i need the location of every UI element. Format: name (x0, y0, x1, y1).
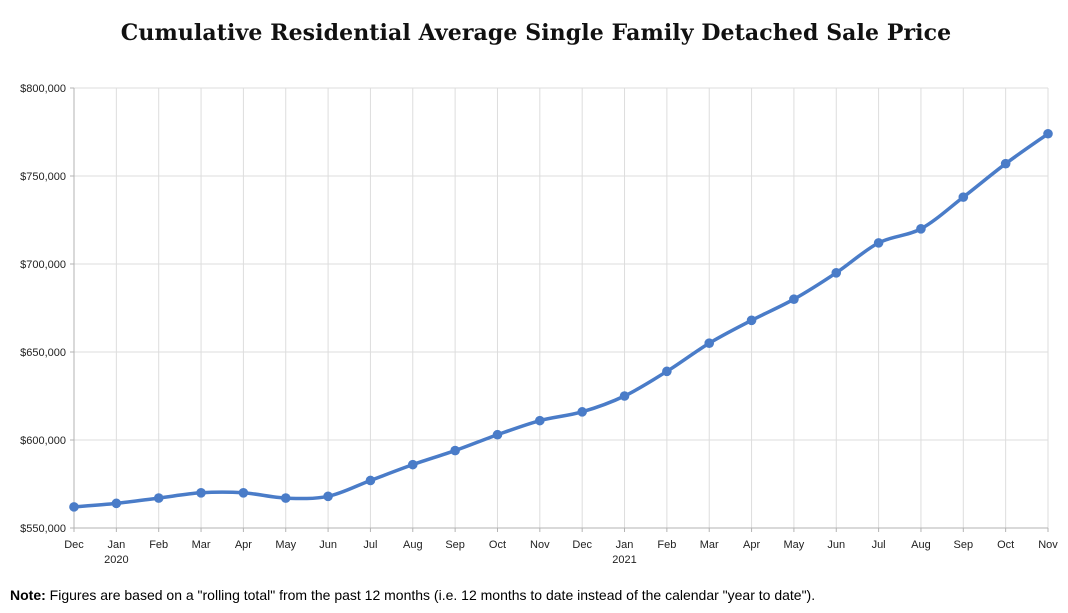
x-tick-label: Mar (192, 539, 211, 551)
data-point (111, 498, 122, 509)
data-point (153, 493, 164, 503)
x-tick-label: Oct (489, 539, 506, 551)
y-tick-label: $650,000 (20, 347, 66, 359)
x-tick-label: Jun (827, 539, 845, 551)
grid-lines (73, 87, 1049, 529)
x-tick-label: Jun (319, 539, 337, 551)
data-point (789, 294, 799, 305)
data-point (280, 493, 291, 503)
x-tick-label: Dec (64, 539, 84, 551)
x-tick-label: Mar (700, 539, 719, 551)
x-axis-ticks: Dec Jan 2020 Feb Mar Apr May Jun Jul Aug Sep Oct Nov… (64, 528, 1058, 566)
x-tick-label: Nov (1038, 539, 1058, 551)
data-point (746, 315, 757, 326)
data-point (958, 192, 969, 202)
note-label: Note: (10, 587, 46, 603)
data-point (619, 391, 630, 401)
y-tick-label: $800,000 (20, 83, 66, 95)
x-tick-label: Jan (616, 539, 634, 551)
x-tick-label: Jan (107, 539, 125, 551)
data-point (69, 502, 79, 512)
data-point (407, 459, 418, 470)
data-point (365, 475, 376, 486)
data-point (450, 445, 460, 456)
x-tick-label: Apr (743, 539, 760, 551)
x-year-label: 2021 (612, 554, 636, 566)
x-tick-label: Jul (872, 539, 886, 551)
x-year-label: 2020 (104, 554, 128, 566)
data-point (535, 415, 545, 426)
y-tick-label: $700,000 (20, 259, 66, 271)
x-tick-label: Sep (445, 539, 465, 551)
data-point (196, 488, 206, 498)
x-tick-label: Aug (911, 539, 931, 551)
axes (73, 88, 1048, 529)
chart-title: Cumulative Residential Average Single Fa… (120, 20, 952, 46)
x-tick-label: Oct (997, 539, 1014, 551)
data-point (873, 238, 884, 248)
data-point (577, 407, 587, 417)
y-axis-ticks: $550,000 $600,000 $650,000 $700,000 $750,000… (20, 83, 74, 535)
x-tick-label: Sep (954, 539, 974, 551)
x-tick-label: Feb (657, 539, 676, 551)
data-point (916, 224, 926, 234)
x-tick-label: Jul (363, 539, 377, 551)
data-point (704, 338, 715, 349)
note-text: Figures are based on a "rolling total" f… (45, 587, 816, 603)
x-tick-label: Feb (149, 539, 168, 551)
x-tick-label: May (784, 539, 805, 551)
y-tick-label: $600,000 (20, 435, 66, 447)
y-tick-label: $550,000 (20, 523, 66, 535)
y-tick-label: $750,000 (20, 171, 66, 183)
chart-note: Note: Figures are based on a "rolling to… (10, 587, 815, 603)
data-point (1043, 128, 1053, 139)
x-tick-label: May (275, 539, 296, 551)
data-points (69, 128, 1053, 512)
data-point (492, 429, 503, 440)
line-chart: $550,000 $600,000 $650,000 $700,000 $750,000… (20, 83, 1058, 566)
data-point (1000, 158, 1011, 169)
x-tick-label: Nov (530, 539, 550, 551)
data-point (323, 491, 333, 502)
x-tick-label: Dec (572, 539, 592, 551)
series-layer (72, 132, 1050, 509)
x-tick-label: Aug (403, 539, 423, 551)
data-point (831, 268, 842, 278)
series-line (72, 132, 1050, 509)
data-point (662, 366, 672, 377)
x-tick-label: Apr (235, 539, 252, 551)
data-point (238, 488, 249, 498)
